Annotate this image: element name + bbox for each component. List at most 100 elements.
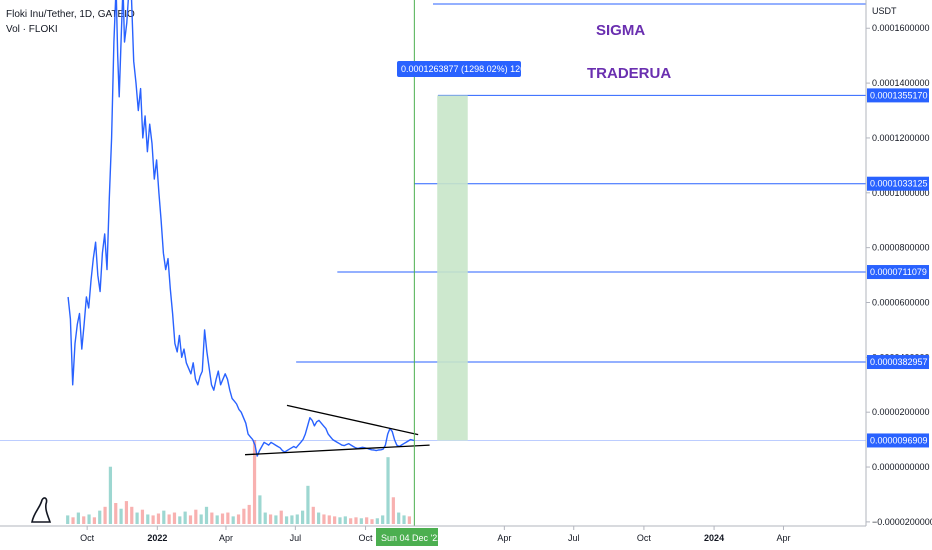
watermark-sigma: SIGMA [596, 22, 645, 39]
date-badge-text: Sun 04 Dec '22 [381, 533, 442, 543]
volume-bar-27 [210, 512, 214, 524]
y-tick-label-0: 0.0001600000 [872, 23, 930, 33]
y-tick-label-7: 0.0000200000 [872, 407, 930, 417]
measure-label: 0.0001263877 (1298.02%) 1263877 [397, 61, 545, 77]
volume-bar-64 [407, 516, 411, 524]
volume-bar-36 [258, 495, 262, 524]
price-level-badge-text-2: 0.0000711079 [870, 267, 927, 277]
price-series [67, 0, 415, 457]
x-tick-label-9: Apr [776, 533, 790, 543]
volume-bar-3 [82, 516, 86, 524]
measure-label-bg [397, 61, 521, 77]
price-levels [0, 3, 866, 441]
volume-bar-15 [146, 514, 150, 524]
volume-bar-47 [317, 512, 321, 524]
volume-bar-45 [306, 485, 310, 524]
y-tick-label-5: 0.0000600000 [872, 297, 930, 307]
volume-bar-40 [279, 510, 283, 524]
y-tick-label-8: 0.0000000000 [872, 462, 930, 472]
x-tick-label-6: Jul [568, 533, 580, 543]
volume-bar-38 [268, 514, 273, 524]
price-level-badge-0 [867, 88, 929, 103]
x-tick-label-4: Oct [359, 533, 374, 543]
volume-bar-49 [327, 515, 331, 524]
volume-bar-54 [354, 517, 358, 524]
volume-bar-5 [92, 517, 96, 524]
volume-bar-44 [300, 510, 305, 524]
y-tick-label-9: −0.0000200000 [872, 517, 932, 527]
volume-bar-24 [194, 509, 198, 524]
price-level-badge-text-0: 0.0001355170 [870, 90, 928, 100]
currency-label: USDT [872, 6, 897, 16]
volume-bar-17 [156, 513, 161, 524]
volume-bar-57 [370, 519, 374, 524]
volume-bar-37 [263, 512, 267, 524]
triangle-lower-trendline [245, 444, 430, 456]
price-level-badges: 0.0001355170 0.0001033125 0.0000711079 0.00… [867, 88, 929, 448]
volume-bar-61 [391, 497, 395, 524]
volume-bar-25 [199, 514, 203, 524]
volume-bar-35 [252, 440, 257, 524]
volume-bar-23 [188, 515, 193, 524]
volume-bar-41 [284, 516, 289, 524]
volume-bar-2 [76, 512, 80, 524]
volume-bar-18 [162, 510, 166, 524]
volume-bar-20 [172, 512, 177, 524]
volume-bar-21 [178, 516, 182, 524]
volume-bar-50 [333, 516, 337, 524]
volume-bar-51 [338, 517, 342, 524]
volume-bar-14 [140, 509, 145, 524]
volume-bar-1 [71, 517, 75, 524]
volume-bar-13 [135, 512, 139, 524]
volume-bar-46 [311, 506, 315, 524]
volume-bar-59 [381, 515, 385, 524]
dino-logo-icon [31, 497, 52, 523]
volume-bar-48 [322, 514, 326, 524]
measure-label-text: 0.0001263877 (1298.02%) 1263877 [401, 64, 545, 74]
volume-bar-60 [386, 457, 390, 524]
volume-bar-9 [114, 503, 118, 524]
time-axis[interactable]: Oct 2022 Apr Jul Oct Apr Jul Oct 2024 Apr [0, 525, 866, 543]
volume-bar-0 [66, 515, 70, 524]
x-tick-label-5: Apr [497, 533, 511, 543]
x-tick-label-8: 2024 [704, 533, 724, 543]
volume-bar-4 [87, 514, 91, 524]
volume-bar-30 [226, 512, 230, 524]
volume-bar-7 [103, 506, 107, 524]
volume-bar-58 [375, 518, 379, 524]
volume-bar-43 [295, 514, 299, 524]
price-level-badge-text-3: 0.0000382957 [870, 357, 928, 367]
volume-bar-63 [402, 515, 406, 524]
volume-bar-11 [124, 501, 129, 524]
volume-indicator-label[interactable]: Vol · FLOKI [6, 24, 58, 35]
volume-bar-55 [359, 518, 363, 524]
price-level-badge-text-4: 0.0000096909 [870, 435, 928, 445]
symbol-title[interactable]: Floki Inu/Tether, 1D, GATEIO [6, 9, 135, 20]
x-tick-label-3: Jul [290, 533, 302, 543]
volume-bar-22 [183, 511, 187, 524]
y-tick-label-2: 0.0001200000 [872, 133, 930, 143]
volume-bar-26 [204, 506, 209, 524]
volume-bar-19 [167, 514, 171, 524]
volume-bar-28 [215, 515, 219, 524]
x-tick-label-1: 2022 [147, 533, 167, 543]
volume-bar-34 [247, 504, 251, 524]
volume-bar-39 [274, 515, 278, 524]
y-tick-label-1: 0.0001400000 [872, 78, 930, 88]
volume-bar-29 [220, 513, 225, 524]
volume-bar-16 [151, 515, 155, 524]
tradingview-logo[interactable] [31, 497, 52, 523]
price-level-badge-3 [867, 355, 929, 370]
measure-range-fill [437, 95, 468, 441]
volume-bar-8 [108, 466, 113, 524]
volume-bar-32 [236, 514, 241, 524]
watermark-traderua: TRADERUA [587, 65, 671, 82]
y-tick-label-4: 0.0000800000 [872, 243, 930, 253]
price-axis[interactable]: USDT 0.0001600000 0.0001400000 0.000120000… [865, 0, 932, 527]
y-tick-label-3: 0.0001000000 [872, 188, 930, 198]
volume-bar-52 [343, 516, 347, 524]
volume-bar-6 [98, 510, 102, 524]
volume-bar-42 [290, 515, 294, 524]
triangle-upper-trendline [286, 404, 419, 436]
